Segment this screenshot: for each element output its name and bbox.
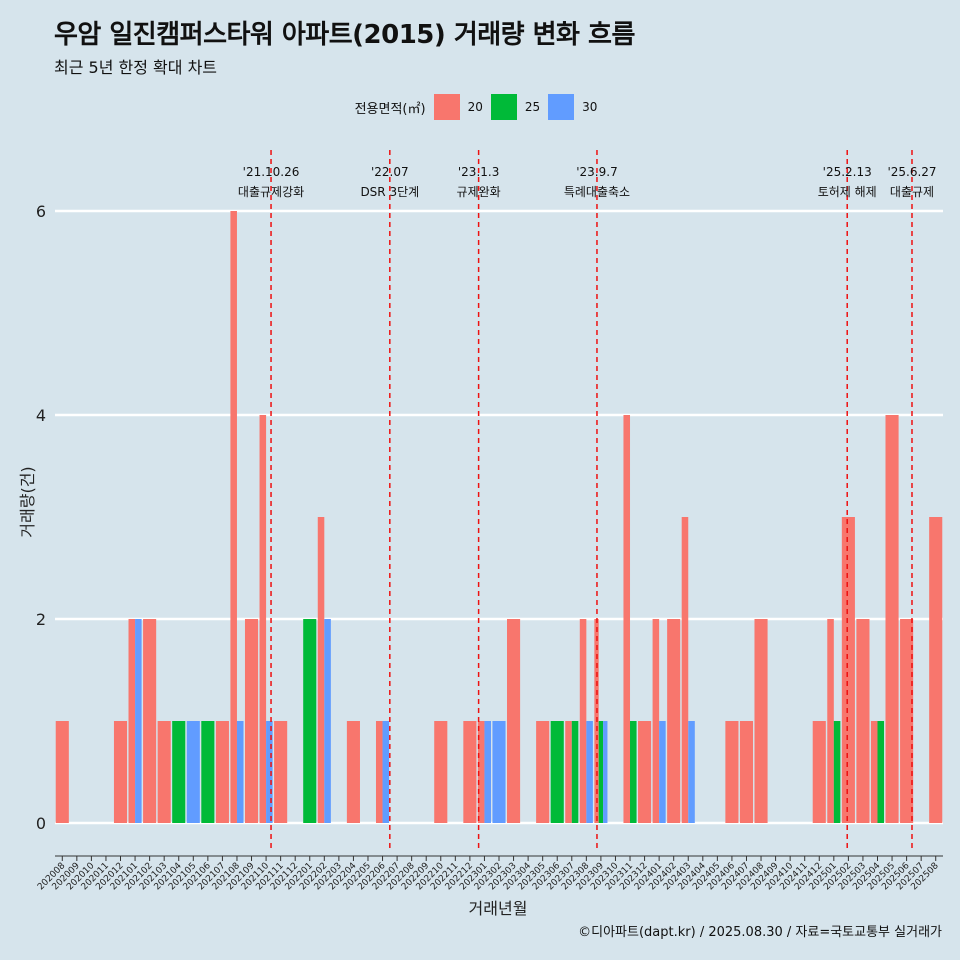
event-date-0: '21.10.26 — [243, 165, 300, 179]
bar-20-202111 — [274, 721, 288, 823]
bar-20-202407 — [739, 721, 754, 823]
bar-30-202302 — [492, 721, 506, 823]
legend-swatch-30 — [548, 94, 575, 120]
y-tick-label-6: 6 — [36, 202, 46, 221]
bar-30-202110 — [266, 721, 273, 823]
bar-20-202504 — [870, 721, 878, 823]
bar-20-202110 — [259, 415, 267, 823]
chart-title: 우암 일진캠퍼스타워 아파트(2015) 거래량 변화 흐름 — [54, 20, 635, 50]
chart-subtitle: 최근 5년 한정 확대 차트 — [54, 58, 218, 77]
bar-20-202012 — [113, 721, 128, 823]
bar-20-202303 — [507, 619, 521, 823]
event-label-3: 특례대출축소 — [564, 185, 630, 199]
bar-25-202309 — [598, 721, 604, 823]
y-tick-label-0: 0 — [36, 814, 46, 833]
x-axis-title: 거래년월 — [469, 899, 528, 918]
legend-swatch-20 — [433, 94, 460, 120]
bar-20-202301 — [477, 721, 485, 823]
bar-20-202402 — [667, 619, 681, 823]
bar-30-202108 — [236, 721, 244, 823]
event-markers: '21.10.26 대출규제강화 '22.07 DSR 3단계 '23.1.3 규제완화 '… — [238, 150, 937, 848]
source-caption: ©디아파트(dapt.kr) / 2025.08.30 / 자료=국토교통부 실… — [578, 925, 942, 940]
bars — [55, 211, 943, 823]
bar-25-202504 — [877, 721, 885, 823]
bar-20-202108 — [230, 211, 237, 823]
legend-label-25: 25 — [524, 100, 541, 114]
legend-title: 전용면적(㎡) — [354, 101, 426, 117]
event-label-4: 토허제 해제 — [818, 185, 877, 199]
bar-30-202308 — [586, 721, 593, 823]
bar-20-202109 — [244, 619, 259, 823]
bar-20-202503 — [856, 619, 870, 823]
bar-20-202408 — [754, 619, 768, 823]
legend-label-30: 30 — [582, 100, 598, 114]
bar-20-202307 — [565, 721, 572, 823]
event-date-4: '25.2.13 — [823, 165, 872, 179]
legend-item-30: 30 — [548, 94, 597, 120]
bar-25-202311 — [630, 721, 637, 823]
event-date-3: '23.9.7 — [576, 165, 617, 179]
event-date-2: '23.1.3 — [458, 165, 499, 179]
bar-20-202505 — [885, 415, 899, 823]
bar-20-202508 — [929, 517, 943, 823]
event-label-2: 규제완화 — [457, 185, 501, 199]
bar-25-202201 — [303, 619, 317, 823]
bar-30-202403 — [688, 721, 695, 823]
legend: 전용면적(㎡) 20 25 30 — [0, 94, 960, 120]
y-tick-label-4: 4 — [36, 406, 46, 425]
bar-20-202502 — [841, 517, 855, 823]
bar-30-202105 — [186, 721, 200, 823]
bar-20-202210 — [434, 721, 448, 823]
bar-20-202107 — [215, 721, 229, 823]
bar-20-202501 — [827, 619, 834, 823]
bar-30-202101 — [135, 619, 142, 823]
bar-30-202206 — [382, 721, 390, 823]
event-date-1: '22.07 — [371, 165, 409, 179]
event-label-0: 대출규제강화 — [238, 185, 304, 199]
bar-20-202008 — [55, 721, 69, 823]
bar-30-202401 — [659, 721, 666, 823]
bar-25-202307 — [571, 721, 579, 823]
bar-30-202301 — [484, 721, 491, 823]
legend-label-20: 20 — [467, 100, 483, 114]
bar-20-202212 — [463, 721, 477, 823]
bar-20-202403 — [681, 517, 689, 823]
bar-20-202401 — [652, 619, 660, 823]
bar-30-202202 — [324, 619, 331, 823]
bar-20-202308 — [579, 619, 587, 823]
event-label-1: DSR 3단계 — [360, 185, 419, 199]
bar-20-202103 — [157, 721, 171, 823]
bar-20-202311 — [623, 415, 631, 823]
legend-swatch-25 — [490, 94, 517, 120]
bar-25-202106 — [201, 721, 215, 823]
legend-item-20: 20 — [433, 94, 483, 120]
event-label-5: 대출규제 — [890, 185, 934, 199]
bar-20-202204 — [346, 721, 360, 823]
bar-20-202412 — [812, 721, 826, 823]
y-tick-label-2: 2 — [36, 610, 46, 629]
bar-20-202312 — [638, 721, 652, 823]
bar-20-202102 — [143, 619, 157, 823]
bar-20-202406 — [725, 721, 739, 823]
bar-25-202306 — [550, 721, 564, 823]
y-axis-title: 거래량(건) — [18, 466, 37, 537]
bar-20-202506 — [900, 619, 914, 823]
bar-20-202101 — [128, 619, 136, 823]
bar-25-202501 — [833, 721, 841, 823]
bar-20-202202 — [317, 517, 325, 823]
event-date-5: '25.6.27 — [887, 165, 936, 179]
bar-20-202305 — [536, 721, 550, 823]
bar-25-202104 — [172, 721, 186, 823]
legend-item-25: 25 — [490, 94, 541, 120]
bar-30-202309 — [603, 721, 608, 823]
bar-20-202206 — [375, 721, 383, 823]
